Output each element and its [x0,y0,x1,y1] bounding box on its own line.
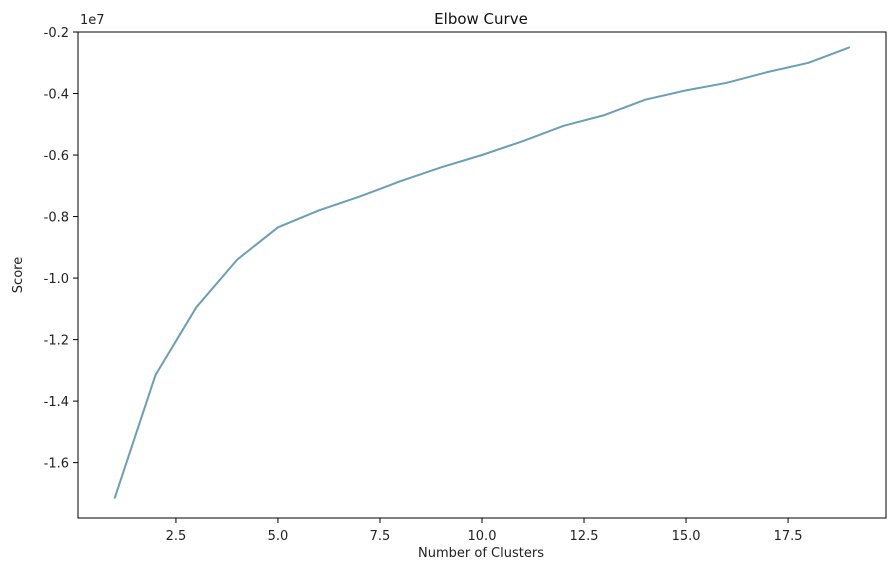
y-tick-label: -0.6 [44,149,69,164]
data-point [766,71,769,73]
data-point [195,306,198,309]
data-point [358,195,361,198]
y-tick-label: -1.0 [44,272,69,287]
data-point [807,61,810,64]
x-tick-label: 10.0 [468,529,497,544]
data-point [848,46,851,49]
x-tick-label: 12.5 [570,529,599,544]
data-point [522,140,524,142]
series-layer [113,46,851,499]
x-tick-label: 15.0 [672,529,701,544]
x-tick-label: 2.5 [166,529,187,544]
y-tick-label: -1.4 [44,395,69,410]
y-axis-title: Score [11,257,26,293]
data-point [726,81,728,84]
y-tick-label: -0.8 [44,211,69,226]
score-series-line [113,46,850,499]
data-point [603,114,606,116]
data-point [317,209,320,212]
x-tick-label: 5.0 [268,529,289,544]
y-tick-label: -0.2 [44,26,69,41]
ticks-layer: 2.5 5.0 7.5 10.0 12.5 15.0 17.5 -0.2 -0.4 -0.6 -0.… [44,26,803,544]
data-point [685,89,687,92]
x-tick-label: 7.5 [370,529,391,544]
y-offset-label: 1e7 [80,13,105,28]
x-tick-label: 17.5 [774,529,803,544]
data-point [113,497,116,499]
data-point [562,125,565,127]
y-tick-label: -1.6 [44,457,69,472]
data-point [236,258,238,261]
data-point [440,166,442,169]
data-point [481,154,483,156]
plot-frame [77,31,887,519]
data-point [277,226,279,229]
x-axis-title: Number of Clusters [418,546,544,561]
data-point [399,180,402,182]
data-point [644,98,647,101]
data-point [154,374,157,376]
chart-title: Elbow Curve [434,10,528,28]
y-tick-label: -0.4 [44,88,69,103]
y-tick-label: -1.2 [44,334,69,349]
